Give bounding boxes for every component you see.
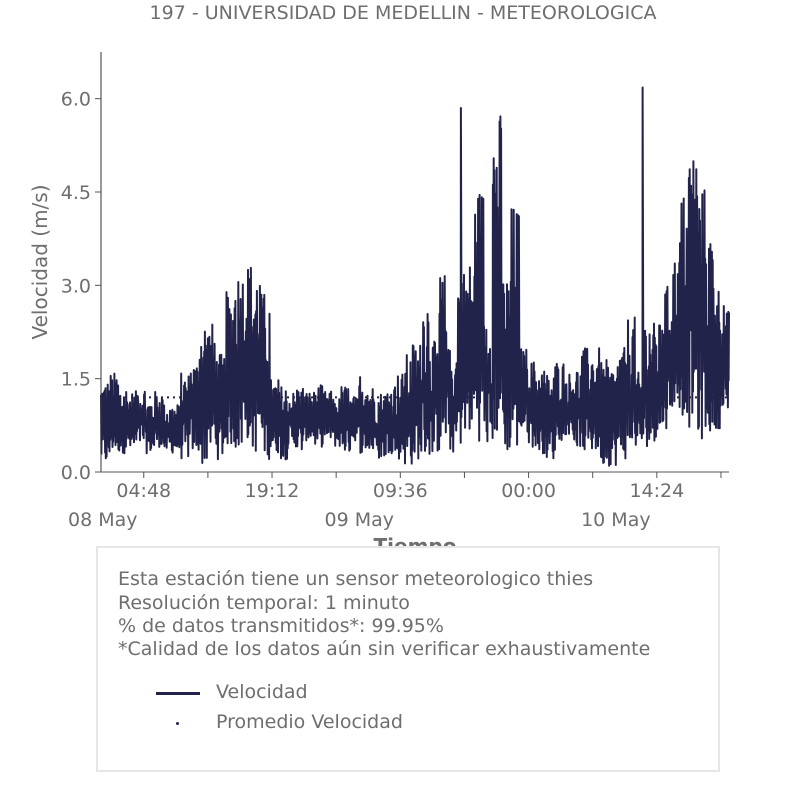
info-quality-text: *Calidad de los datos aún sin verificar … — [118, 638, 651, 660]
legend-line-swatch — [156, 692, 200, 695]
info-resolution-text: Resolución temporal: 1 minuto — [118, 592, 410, 614]
legend-label-promedio: Promedio Velocidad — [216, 711, 403, 733]
x-tick-label: 14:24 — [629, 480, 684, 502]
x-date-label: 10 May — [581, 509, 651, 531]
series-layer — [100, 86, 730, 467]
y-axis-label: Velocidad (m/s) — [28, 184, 52, 339]
y-tick-label: 6.0 — [61, 89, 91, 111]
x-tick-label: 09:36 — [373, 480, 428, 502]
y-tick-label: 1.5 — [61, 369, 91, 391]
velocidad-series-line — [100, 86, 730, 467]
axes-layer: 0.0 1.5 3.0 4.5 6.0 04:48 08 May 19:12 09:36 09 M… — [28, 52, 729, 558]
legend-label-velocidad: Velocidad — [216, 681, 308, 703]
info-box: Esta estación tiene un sensor meteorolog… — [96, 546, 720, 772]
y-tick-label: 0.0 — [61, 462, 91, 484]
chart-area: 0.0 1.5 3.0 4.5 6.0 04:48 08 May 19:12 09:36 09 M… — [28, 52, 730, 558]
x-date-label: 09 May — [325, 509, 395, 531]
x-tick-label: 04:48 — [116, 480, 171, 502]
x-date-label: 08 May — [68, 509, 138, 531]
y-tick-label: 3.0 — [61, 275, 91, 297]
x-tick-label: 19:12 — [245, 480, 300, 502]
info-transmission-text: % de datos transmitidos*: 99.95% — [118, 615, 444, 637]
info-sensor-text: Esta estación tiene un sensor meteorolog… — [118, 568, 594, 590]
y-tick-label: 4.5 — [61, 182, 91, 204]
x-tick-label: 00:00 — [501, 480, 556, 502]
chart-title: 197 - UNIVERSIDAD DE MEDELLIN - METEOROL… — [149, 2, 657, 24]
legend-dot-swatch — [176, 722, 179, 725]
